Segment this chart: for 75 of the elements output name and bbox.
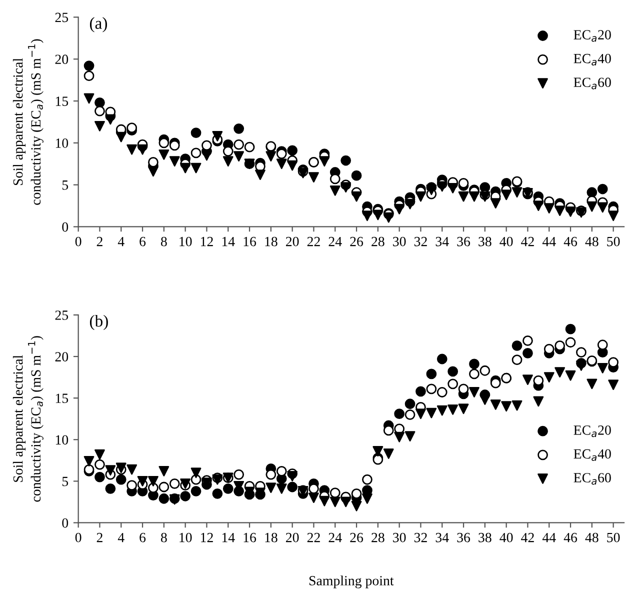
y-tick-label: 15 — [56, 96, 68, 106]
annotation: (a) — [90, 17, 108, 32]
x-tick-label: 34 — [436, 236, 449, 246]
x-tick-label: 20 — [286, 532, 299, 542]
y-tick-label: 0 — [62, 518, 68, 528]
x-tick-label: 16 — [244, 532, 256, 542]
x-tick-label: 24 — [328, 532, 342, 542]
y-tick-label: 10 — [56, 435, 68, 445]
x-tick-label: 16 — [244, 236, 256, 246]
x-tick-label: 14 — [222, 236, 235, 246]
legend-label: EC$_{a}$20 — [574, 30, 611, 42]
x-tick-label: 42 — [521, 236, 534, 246]
x-tick-label: 40 — [500, 236, 513, 246]
x-tick-label: 28 — [372, 532, 384, 542]
x-tick-label: 4 — [118, 236, 124, 246]
x-tick-label: 26 — [350, 236, 364, 246]
x-tick-label: 46 — [564, 236, 578, 246]
x-tick-label: 44 — [542, 532, 556, 542]
x-tick-label: 18 — [265, 236, 278, 246]
x-tick-label: 34 — [436, 532, 449, 542]
x-tick-label: 4 — [118, 532, 124, 542]
y-tick-label: 5 — [62, 476, 68, 486]
y-tick-label: 25 — [55, 310, 68, 320]
x-tick-label: 10 — [180, 532, 192, 542]
x-tick-label: 14 — [222, 532, 235, 542]
x-tick-label: 12 — [201, 532, 213, 542]
x-tick-label: 38 — [478, 236, 492, 246]
x-tick-label: 26 — [350, 532, 364, 542]
x-tick-label: 48 — [585, 532, 598, 542]
x-tick-label: 32 — [414, 532, 427, 542]
x-tick-label: 18 — [265, 532, 278, 542]
x-tick-label: 50 — [607, 532, 620, 542]
x-tick-label: 32 — [414, 236, 427, 246]
annotation: (b) — [90, 314, 108, 330]
x-tick-label: 36 — [457, 532, 470, 542]
y-tick-label: 20 — [55, 352, 68, 362]
x-tick-label: 28 — [372, 236, 384, 246]
x-tick-label: 50 — [607, 236, 620, 246]
x-tick-label: 0 — [75, 532, 82, 542]
x-tick-label: 44 — [542, 236, 556, 246]
x-tick-label: 22 — [307, 532, 320, 542]
y-tick-label: 5 — [62, 180, 68, 190]
y-tick-label: 10 — [56, 138, 68, 148]
y-axis-title: Soil apparent electrical conductivity (EC$_{a}$) (mS m$^{−1}$) — [12, 336, 44, 502]
x-tick-label: 36 — [457, 236, 470, 246]
legend-label: EC$_{a}$60 — [574, 473, 611, 485]
x-tick-label: 48 — [585, 236, 598, 246]
x-tick-label: 24 — [328, 236, 342, 246]
x-tick-label: 20 — [286, 236, 299, 246]
x-tick-label: 22 — [307, 236, 320, 246]
x-tick-label: 2 — [96, 236, 102, 246]
x-tick-label: 6 — [140, 532, 146, 542]
x-tick-label: 8 — [160, 532, 167, 542]
legend-label: EC$_{a}$40 — [574, 449, 611, 461]
x-tick-label: 40 — [500, 532, 513, 542]
x-tick-label: 46 — [564, 532, 578, 542]
x-axis-title: Sampling point — [309, 576, 394, 588]
x-tick-label: 8 — [160, 236, 167, 246]
x-tick-label: 42 — [521, 532, 534, 542]
y-axis-title: Soil apparent electrical conductivity (EC$_{a}$) (mS m$^{−1}$) — [12, 39, 44, 205]
legend-label: EC$_{a}$40 — [574, 54, 611, 66]
x-tick-label: 0 — [75, 236, 82, 246]
x-tick-label: 30 — [393, 532, 406, 542]
legend-label: EC$_{a}$60 — [574, 78, 611, 90]
x-tick-label: 12 — [201, 236, 213, 246]
x-tick-label: 38 — [478, 532, 492, 542]
x-tick-label: 6 — [140, 236, 146, 246]
y-tick-label: 25 — [55, 12, 68, 22]
x-tick-label: 10 — [180, 236, 192, 246]
legend-label: EC$_{a}$20 — [574, 425, 611, 438]
y-tick-label: 0 — [62, 222, 68, 232]
y-tick-label: 15 — [56, 394, 68, 404]
y-tick-label: 20 — [55, 54, 68, 64]
x-tick-label: 30 — [393, 236, 406, 246]
x-tick-label: 2 — [96, 532, 102, 542]
